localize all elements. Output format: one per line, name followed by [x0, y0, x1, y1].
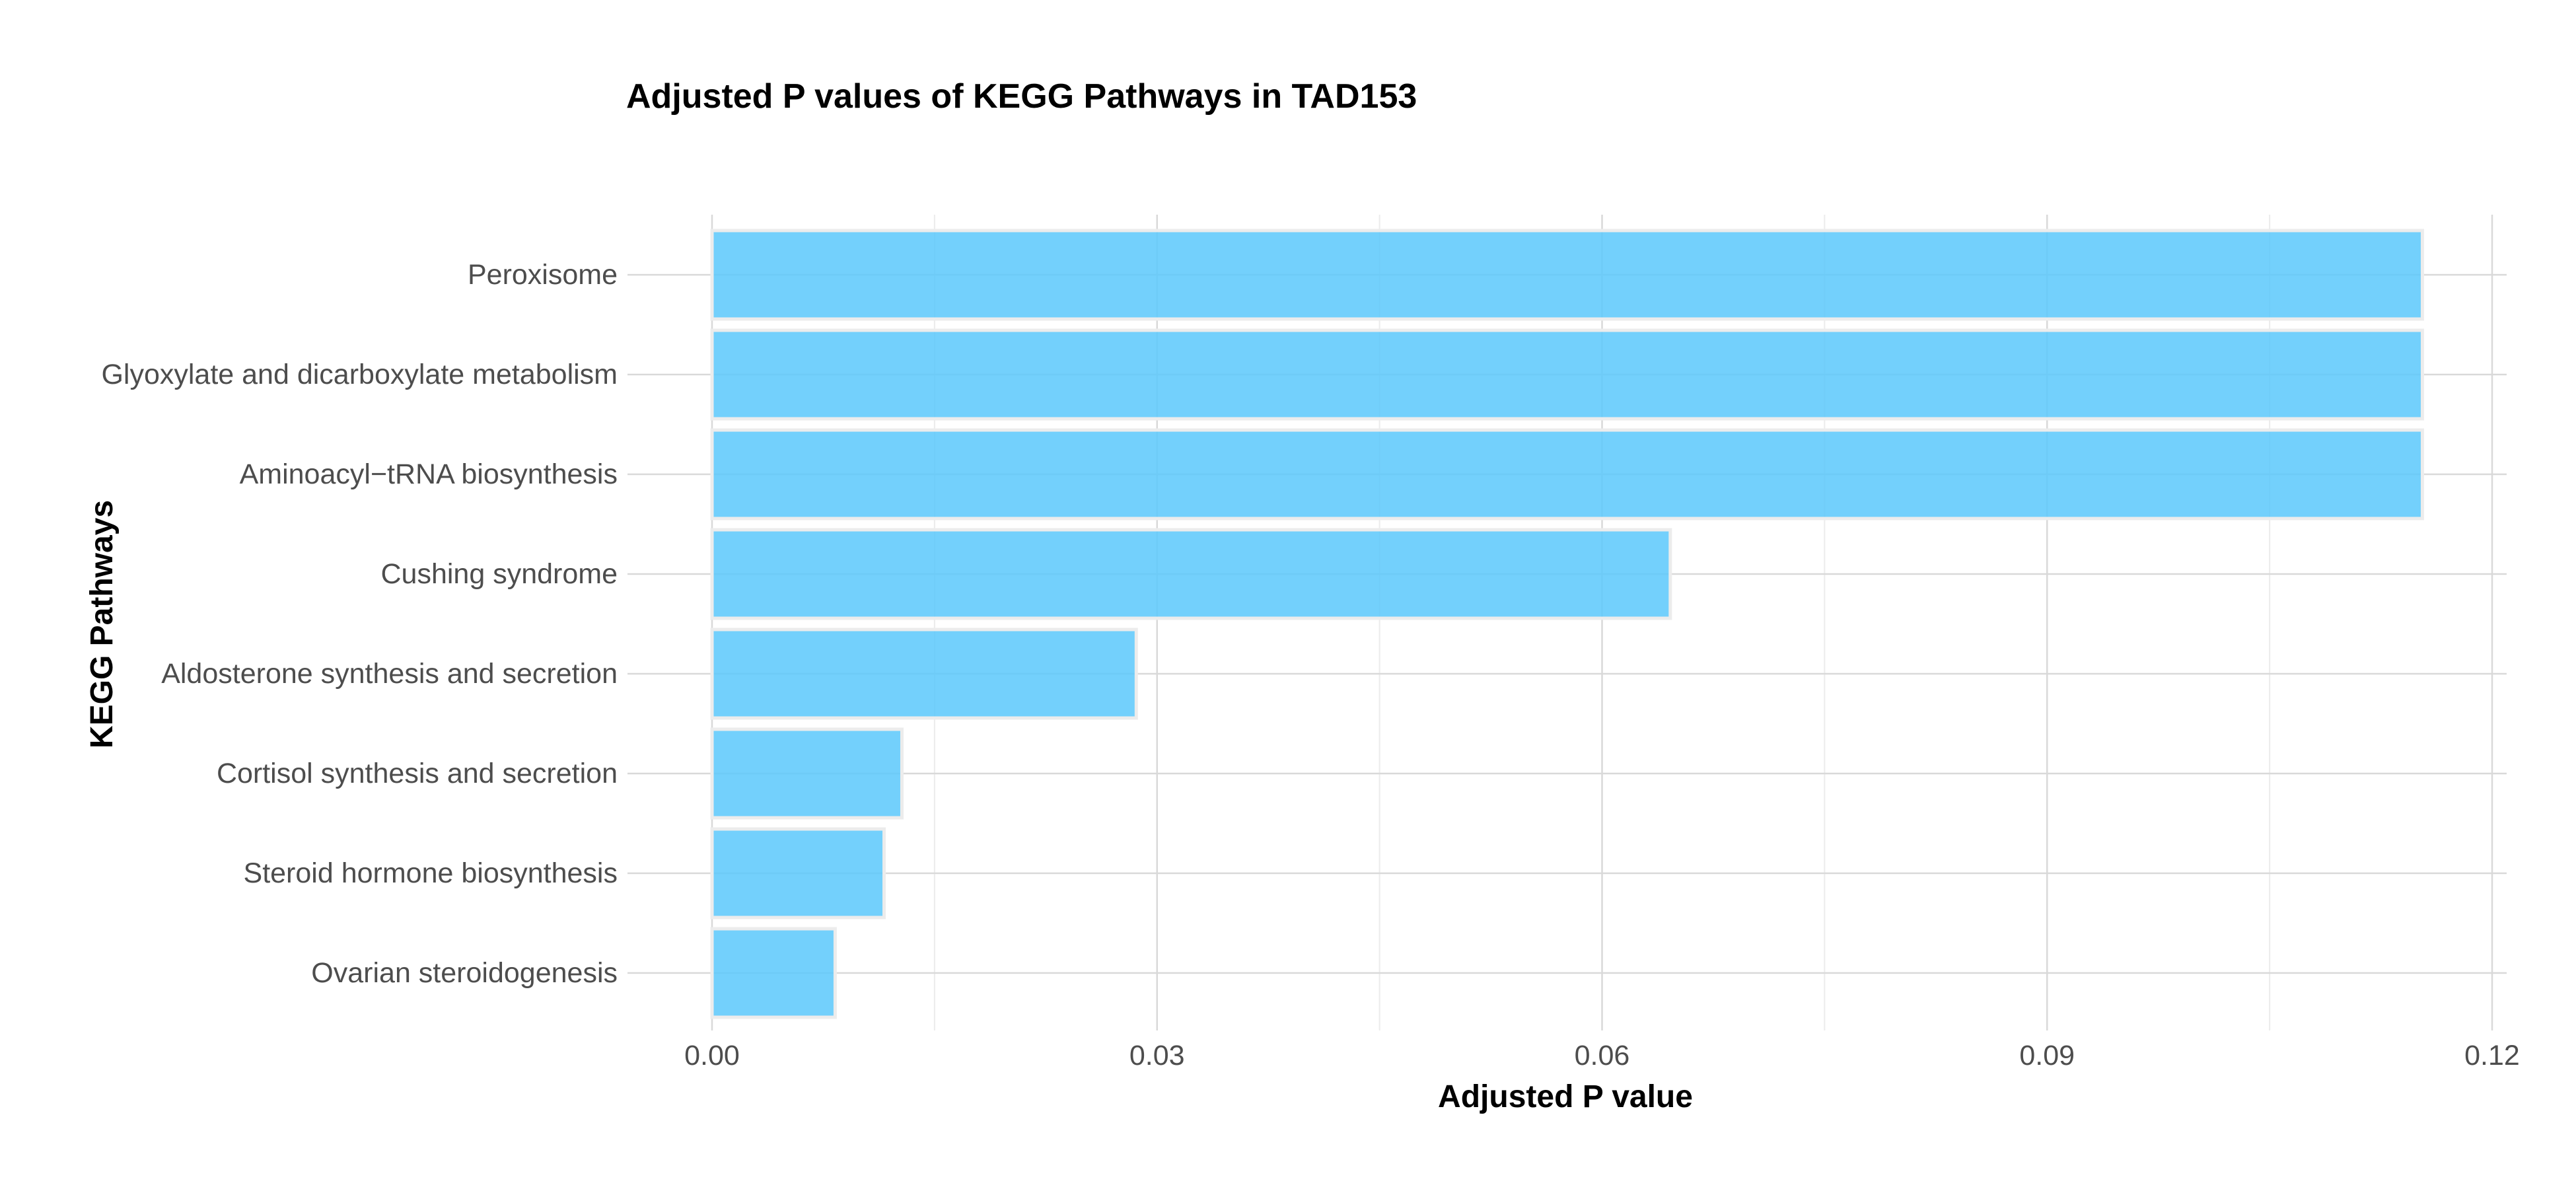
- y-tick-label: Glyoxylate and dicarboxylate metabolism: [101, 359, 618, 390]
- y-tick-label: Peroxisome: [468, 259, 618, 291]
- y-tick-label: Aminoacyl−tRNA biosynthesis: [240, 458, 618, 490]
- x-tick-label: 0.03: [1129, 1040, 1185, 1071]
- bar: [710, 727, 904, 820]
- bar: [710, 528, 1672, 620]
- y-axis-tick-labels: Peroxisome Glyoxylate and dicarboxylate m…: [101, 259, 618, 989]
- bar: [710, 229, 2424, 321]
- y-axis-title: KEGG Pathways: [85, 500, 120, 748]
- bar: [710, 827, 886, 919]
- y-tick-label: Cortisol synthesis and secretion: [217, 758, 618, 789]
- bar: [710, 328, 2424, 421]
- x-tick-label: 0.09: [2019, 1040, 2075, 1071]
- x-tick-label: 0.12: [2464, 1040, 2520, 1071]
- x-tick-label: 0.00: [684, 1040, 740, 1071]
- x-axis-title: Adjusted P value: [1438, 1079, 1693, 1114]
- bar: [710, 628, 1138, 720]
- chart-title: Adjusted P values of KEGG Pathways in TA…: [626, 77, 1417, 116]
- y-tick-label: Steroid hormone biosynthesis: [244, 857, 618, 889]
- x-axis-tick-labels: 0.00 0.03 0.06 0.09 0.12: [684, 1040, 2520, 1071]
- y-tick-label: Aldosterone synthesis and secretion: [161, 658, 618, 690]
- x-tick-label: 0.06: [1575, 1040, 1630, 1071]
- y-tick-label: Cushing syndrome: [380, 558, 618, 590]
- bar: [710, 927, 837, 1019]
- y-tick-label: Ovarian steroidogenesis: [311, 957, 618, 989]
- bars: [710, 229, 2424, 1019]
- bar: [710, 428, 2424, 521]
